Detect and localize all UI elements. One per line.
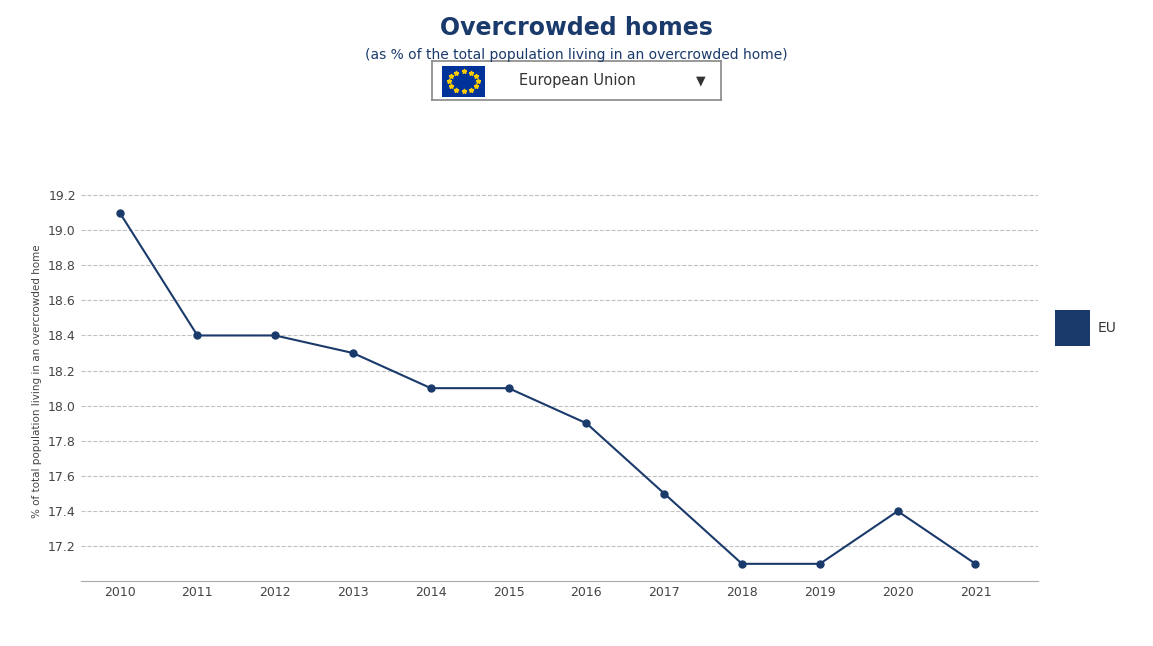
Y-axis label: % of total population living in an overcrowded home: % of total population living in an overc… (32, 244, 43, 518)
Text: Overcrowded homes: Overcrowded homes (440, 16, 713, 40)
Text: (as % of the total population living in an overcrowded home): (as % of the total population living in … (366, 48, 787, 63)
Text: EU: EU (1098, 321, 1116, 335)
Text: European Union: European Union (519, 73, 635, 89)
Text: ▼: ▼ (695, 74, 706, 87)
